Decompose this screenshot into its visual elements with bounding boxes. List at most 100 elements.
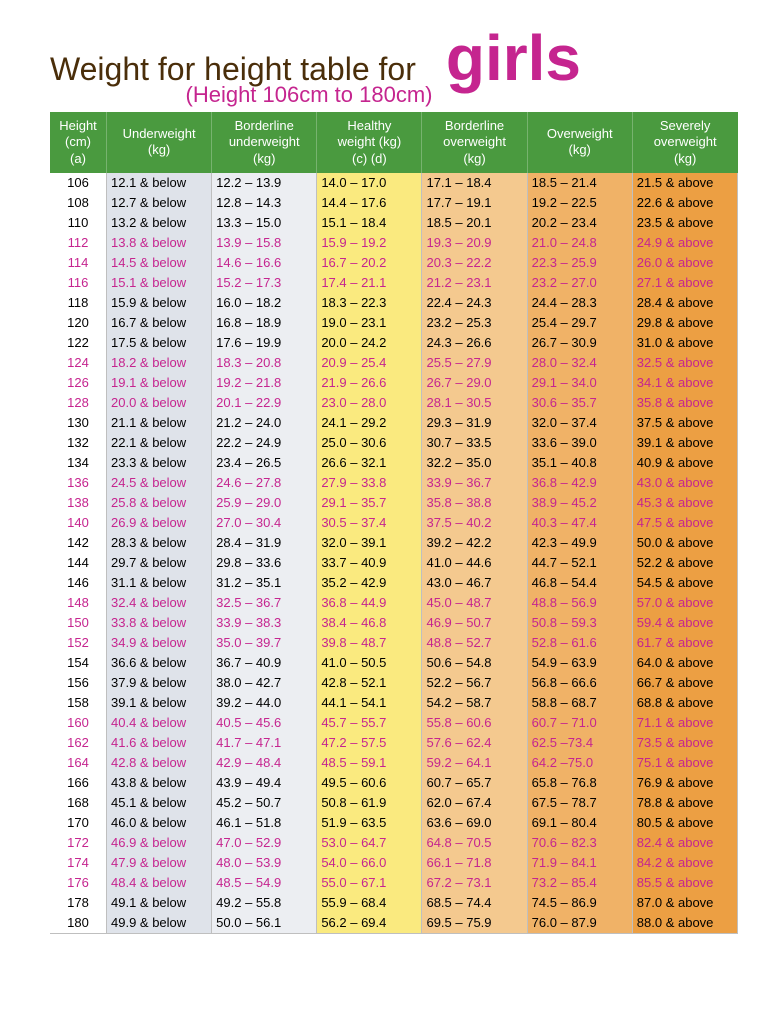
weight-cell: 44.7 – 52.1 <box>527 553 632 573</box>
weight-cell: 38.4 – 46.8 <box>317 613 422 633</box>
weight-cell: 23.0 – 28.0 <box>317 393 422 413</box>
weight-cell: 24.3 – 26.6 <box>422 333 527 353</box>
weight-cell: 23.2 – 27.0 <box>527 273 632 293</box>
column-header: Underweight(kg) <box>107 112 212 173</box>
weight-cell: 25.4 – 29.7 <box>527 313 632 333</box>
weight-cell: 33.6 – 39.0 <box>527 433 632 453</box>
weight-cell: 13.2 & below <box>107 213 212 233</box>
weight-cell: 48.8 – 52.7 <box>422 633 527 653</box>
weight-cell: 24.6 – 27.8 <box>212 473 317 493</box>
weight-cell: 48.5 – 54.9 <box>212 873 317 893</box>
weight-cell: 20.0 – 24.2 <box>317 333 422 353</box>
table-row: 13021.1 & below21.2 – 24.024.1 – 29.229.… <box>50 413 738 433</box>
weight-cell: 42.3 – 49.9 <box>527 533 632 553</box>
weight-cell: 21.2 – 23.1 <box>422 273 527 293</box>
height-cell: 108 <box>50 193 107 213</box>
weight-cell: 29.3 – 31.9 <box>422 413 527 433</box>
weight-cell: 39.1 & below <box>107 693 212 713</box>
weight-cell: 29.8 & above <box>632 313 737 333</box>
weight-cell: 24.5 & below <box>107 473 212 493</box>
weight-cell: 32.0 – 39.1 <box>317 533 422 553</box>
weight-cell: 76.0 – 87.9 <box>527 913 632 934</box>
weight-cell: 21.0 – 24.8 <box>527 233 632 253</box>
weight-cell: 12.7 & below <box>107 193 212 213</box>
weight-cell: 88.0 & above <box>632 913 737 934</box>
weight-cell: 40.9 & above <box>632 453 737 473</box>
weight-cell: 43.8 & below <box>107 773 212 793</box>
weight-cell: 29.7 & below <box>107 553 212 573</box>
weight-cell: 46.8 – 54.4 <box>527 573 632 593</box>
weight-cell: 21.1 & below <box>107 413 212 433</box>
column-header: Borderlineoverweight(kg) <box>422 112 527 173</box>
weight-cell: 18.2 & below <box>107 353 212 373</box>
weight-cell: 17.6 – 19.9 <box>212 333 317 353</box>
weight-cell: 37.5 & above <box>632 413 737 433</box>
weight-cell: 26.6 – 32.1 <box>317 453 422 473</box>
weight-cell: 75.1 & above <box>632 753 737 773</box>
weight-cell: 45.2 – 50.7 <box>212 793 317 813</box>
table-row: 14832.4 & below32.5 – 36.736.8 – 44.945.… <box>50 593 738 613</box>
weight-cell: 17.1 – 18.4 <box>422 173 527 193</box>
weight-cell: 52.8 – 61.6 <box>527 633 632 653</box>
column-header: Severelyoverweight(kg) <box>632 112 737 173</box>
weight-cell: 49.9 & below <box>107 913 212 934</box>
weight-cell: 68.5 – 74.4 <box>422 893 527 913</box>
weight-cell: 39.2 – 42.2 <box>422 533 527 553</box>
weight-cell: 18.3 – 22.3 <box>317 293 422 313</box>
weight-cell: 35.1 – 40.8 <box>527 453 632 473</box>
weight-cell: 62.0 – 67.4 <box>422 793 527 813</box>
column-header: Borderlineunderweight(kg) <box>212 112 317 173</box>
weight-cell: 35.0 – 39.7 <box>212 633 317 653</box>
table-row: 11815.9 & below16.0 – 18.218.3 – 22.322.… <box>50 293 738 313</box>
weight-cell: 24.9 & above <box>632 233 737 253</box>
weight-cell: 27.0 – 30.4 <box>212 513 317 533</box>
weight-cell: 22.3 – 25.9 <box>527 253 632 273</box>
table-row: 16643.8 & below43.9 – 49.449.5 – 60.660.… <box>50 773 738 793</box>
weight-cell: 22.6 & above <box>632 193 737 213</box>
weight-cell: 26.0 & above <box>632 253 737 273</box>
height-cell: 118 <box>50 293 107 313</box>
weight-cell: 54.5 & above <box>632 573 737 593</box>
weight-cell: 14.4 – 17.6 <box>317 193 422 213</box>
table-row: 12619.1 & below19.2 – 21.821.9 – 26.626.… <box>50 373 738 393</box>
table-row: 15234.9 & below35.0 – 39.739.8 – 48.748.… <box>50 633 738 653</box>
weight-cell: 23.3 & below <box>107 453 212 473</box>
weight-cell: 56.8 – 66.6 <box>527 673 632 693</box>
weight-cell: 67.5 – 78.7 <box>527 793 632 813</box>
weight-cell: 76.9 & above <box>632 773 737 793</box>
weight-cell: 18.5 – 21.4 <box>527 173 632 193</box>
weight-cell: 25.0 – 30.6 <box>317 433 422 453</box>
weight-cell: 35.2 – 42.9 <box>317 573 422 593</box>
table-row: 13423.3 & below23.4 – 26.526.6 – 32.132.… <box>50 453 738 473</box>
weight-cell: 31.1 & below <box>107 573 212 593</box>
weight-cell: 70.6 – 82.3 <box>527 833 632 853</box>
weight-cell: 66.7 & above <box>632 673 737 693</box>
weight-cell: 48.4 & below <box>107 873 212 893</box>
weight-cell: 32.0 – 37.4 <box>527 413 632 433</box>
weight-cell: 31.2 – 35.1 <box>212 573 317 593</box>
weight-cell: 50.8 – 59.3 <box>527 613 632 633</box>
weight-cell: 18.5 – 20.1 <box>422 213 527 233</box>
height-cell: 170 <box>50 813 107 833</box>
weight-cell: 15.1 & below <box>107 273 212 293</box>
weight-cell: 40.5 – 45.6 <box>212 713 317 733</box>
weight-cell: 37.9 & below <box>107 673 212 693</box>
weight-cell: 65.8 – 76.8 <box>527 773 632 793</box>
weight-cell: 39.8 – 48.7 <box>317 633 422 653</box>
weight-cell: 24.4 – 28.3 <box>527 293 632 313</box>
weight-cell: 80.5 & above <box>632 813 737 833</box>
weight-cell: 38.0 – 42.7 <box>212 673 317 693</box>
weight-cell: 59.4 & above <box>632 613 737 633</box>
table-row: 12820.0 & below20.1 – 22.923.0 – 28.028.… <box>50 393 738 413</box>
weight-cell: 19.2 – 21.8 <box>212 373 317 393</box>
weight-cell: 55.9 – 68.4 <box>317 893 422 913</box>
weight-cell: 54.2 – 58.7 <box>422 693 527 713</box>
table-row: 15436.6 & below36.7 – 40.941.0 – 50.550.… <box>50 653 738 673</box>
table-body: 10612.1 & below12.2 – 13.914.0 – 17.017.… <box>50 173 738 934</box>
height-cell: 144 <box>50 553 107 573</box>
height-cell: 162 <box>50 733 107 753</box>
table-row: 13624.5 & below24.6 – 27.827.9 – 33.833.… <box>50 473 738 493</box>
height-cell: 180 <box>50 913 107 934</box>
weight-cell: 19.2 – 22.5 <box>527 193 632 213</box>
weight-cell: 61.7 & above <box>632 633 737 653</box>
